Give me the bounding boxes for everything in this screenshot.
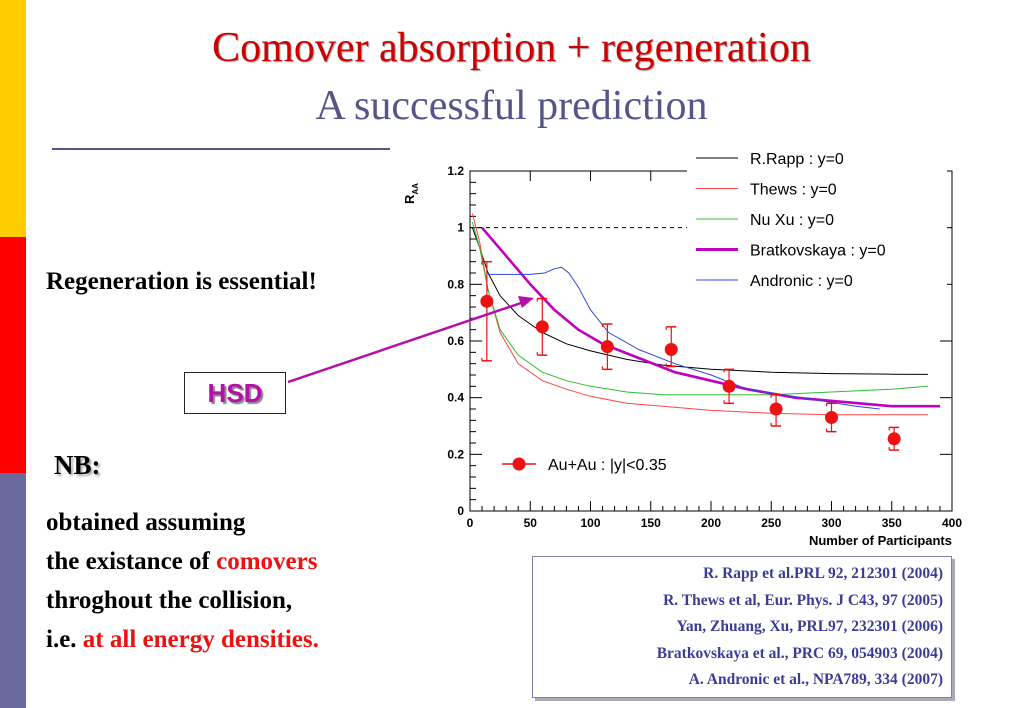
data-point <box>664 343 678 356</box>
x-axis-title: Number of Participants <box>809 533 952 548</box>
legend-label: Andronic : y=0 <box>750 273 853 290</box>
legend-label: Thews : y=0 <box>750 182 837 199</box>
nb-line-1: obtained assuming <box>46 509 246 536</box>
reference-item: R. Thews et al, Eur. Phys. J C43, 97 (20… <box>663 591 943 609</box>
x-tick-label: 400 <box>942 516 962 530</box>
y-tick-label: 0.2 <box>447 447 464 461</box>
series-line-3 <box>481 226 940 408</box>
data-point <box>535 320 549 334</box>
nb-line-2: the existance of comovers <box>46 542 319 581</box>
nb-line-2-text: the existance of <box>46 548 217 575</box>
x-tick-label: 50 <box>524 516 538 530</box>
y-axis-title: RAA <box>402 183 420 204</box>
title-divider <box>52 148 390 150</box>
slide-subtitle: A successful prediction <box>315 83 708 129</box>
y-axis-title-sub: AA <box>411 183 420 195</box>
legend-label: R.Rapp : y=0 <box>750 151 844 168</box>
reference-item: A. Andronic et al., NPA789, 334 (2007) <box>688 671 943 688</box>
nb-energy-densities: at all energy densities. <box>82 626 319 653</box>
reference-item: Bratkovskaya et al., PRC 69, 054903 (200… <box>656 644 943 662</box>
nb-label: NB: <box>54 450 101 480</box>
nb-comovers: comovers <box>216 548 318 575</box>
y-tick-label: 0.4 <box>447 391 464 405</box>
x-tick-label: 150 <box>641 516 661 530</box>
nb-line-4-text: i.e. <box>46 626 83 653</box>
hsd-box: HSD <box>184 372 286 414</box>
legend-box <box>687 145 947 295</box>
legend-label: Bratkovskaya : y=0 <box>750 243 886 260</box>
series-line-0 <box>471 227 928 375</box>
data-point <box>480 294 494 308</box>
series-line-4 <box>488 266 880 410</box>
slide-title: Comover absorption + regeneration <box>212 25 811 71</box>
x-tick-label: 250 <box>761 516 781 530</box>
data-point <box>722 379 736 393</box>
reference-item: R. Rapp et al.PRL 92, 212301 (2004) <box>703 565 943 582</box>
data-point <box>825 411 838 424</box>
y-tick-label: 0 <box>457 504 464 518</box>
nb-text: obtained assuming the existance of comov… <box>46 503 319 659</box>
data-legend-swatch <box>512 457 526 471</box>
x-tick-label: 350 <box>882 516 902 530</box>
data-point <box>769 402 783 416</box>
left-bar-blue <box>0 473 26 708</box>
x-tick-label: 300 <box>821 516 841 530</box>
y-tick-label: 1.2 <box>447 164 464 178</box>
nb-line-3: throghout the collision, <box>46 587 293 614</box>
x-tick-label: 200 <box>701 516 721 530</box>
hsd-label: HSD <box>207 377 263 408</box>
nb-line-4: i.e. at all energy densities. <box>46 620 319 659</box>
y-tick-label: 0.6 <box>447 334 464 348</box>
x-tick-label: 0 <box>467 516 474 530</box>
reference-item: Yan, Zhuang, Xu, PRL97, 232301 (2006) <box>676 618 943 635</box>
y-tick-label: 0.8 <box>447 277 464 291</box>
data-point <box>887 432 901 446</box>
legend-label: Nu Xu : y=0 <box>750 212 834 229</box>
references-box: R. Rapp et al.PRL 92, 212301 (2004) R. T… <box>532 556 952 698</box>
raa-chart: 0 50 100 150 200 250 300 350 400 0 0.2 0.4 0.6 0.8 1 1.… <box>402 145 962 548</box>
left-bar-red <box>0 237 26 473</box>
regeneration-note: Regeneration is essential! <box>46 268 317 295</box>
data-legend-label: Au+Au : |y|<0.35 <box>548 457 667 474</box>
x-tick-label: 100 <box>580 516 600 530</box>
y-tick-label: 1 <box>457 221 464 235</box>
data-point <box>600 340 614 354</box>
left-bar-yellow <box>0 0 26 237</box>
